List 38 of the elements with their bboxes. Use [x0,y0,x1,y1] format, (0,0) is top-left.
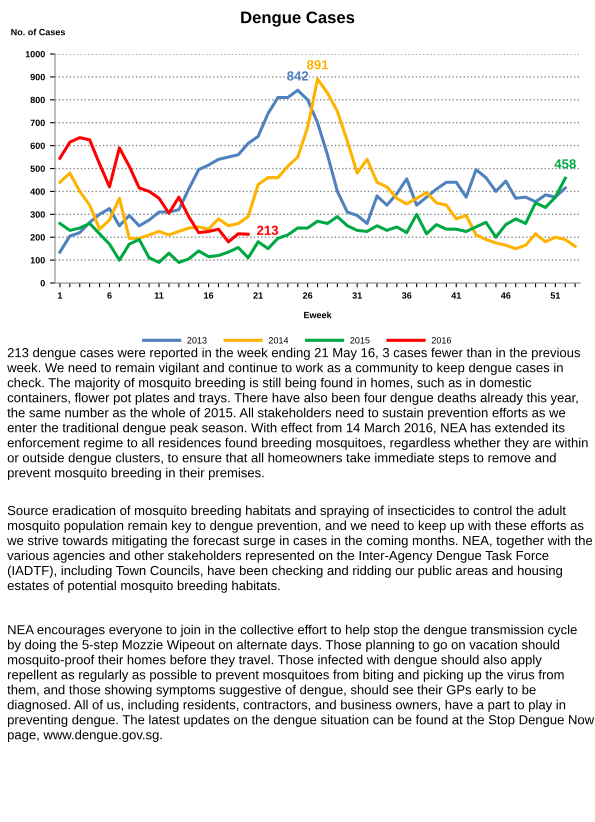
x-tick-label: 31 [352,292,362,299]
y-axis-title: No. of Cases [11,28,66,36]
y-tick-label: 500 [30,165,45,172]
x-tick-label: 36 [402,292,412,299]
y-tick-label: 400 [30,188,45,195]
data-label: 458 [554,159,576,169]
text: NEA encourages everyone to join in the collective effort to help stop the dengue transmission cycle by doing the 5-step Mozzie Wipeout on alternate days. Those planning to go on vacation should mosquito-proof their homes before they travel. Those infected with dengue should also apply repellent as regularly as possible to prevent mosquitoes from biting and picking up the virus from them, and those showing symptoms suggestive of dengue, should see their GPs early to be diagnosed. All of us, including residents, contractors, and business owners, have a part to play in preventing dengue. The latest updates on the dengue situation can be found at the Stop Dengue Now page, www.dengue.gov.sg. [7,624,594,742]
y-tick-label: 200 [30,234,45,241]
data-label: 842 [287,71,308,81]
line-series [58,136,250,244]
y-tick-label: 0 [40,280,45,286]
x-tick-label: 1 [58,292,62,299]
x-tick-label: 26 [302,292,312,299]
source-note: Source eradication of mosquito breeding habitats and spraying of insecticides to control the adult mosquito population remain key to dengue prevention, and we need to keep up with these efforts as we strive towards mitigating the forecast surge in cases in the coming months. NEA, together with the various agencies and other stakeholders represented on the Inter-Agency Dengue Task Force (IADTF), including Town Councils, have been checking and ridding our public areas and housing estates of potential mosquito breeding habitats. [7,506,592,593]
legend-label: 2014 [268,337,288,344]
y-tick-label: 100 [30,257,45,264]
x-tick-label: 6 [107,292,112,299]
y-tick-label: 800 [30,96,45,104]
x-tick-label: 16 [204,292,214,299]
y-tick-label: 900 [30,74,45,80]
legend-label: 2015 [350,337,370,344]
y-tick-label: 600 [30,142,45,149]
x-tick-label: 41 [451,292,462,299]
data-label: 213 [256,226,278,236]
legend-label: 2013 [187,337,207,344]
y-tick-label: 1000 [26,50,45,58]
x-tick-label: 11 [154,292,164,299]
x-tick-label: 51 [550,292,560,299]
legend-label: 2016 [432,337,452,344]
x-tick-label: 46 [500,292,511,299]
x-tick-label: 21 [253,292,263,299]
data-label: 891 [306,60,328,70]
text: 213 dengue cases were reported in the week ending 21 May 16, 3 cases fewer than in the previous week. We need to remain vigilant and continue to work as a community to keep dengue cases in check. The majority of mosquito breeding is still being found in homes, such as in domestic containers, flower pot plates and trays. There have also been four dengue deaths already this year, the same number as the whole of 2015. All stakeholders need to sustain prevention efforts as we enter the traditional dengue peak season. With effect from 14 March 2016, NEA has extended its enforcement regime to all residences found breeding mosquitoes, regardless whether they are within or outside dengue clusters, to ensure that all homeowners take immediate steps to remove and prevent mosquito breeding in their premises. [7,348,588,480]
y-tick-label: 700 [30,120,45,126]
y-tick-label: 300 [30,211,45,218]
x-axis-title: Eweek [304,312,332,318]
line-series [58,176,567,264]
chart-title: Dengue Cases [241,12,354,27]
